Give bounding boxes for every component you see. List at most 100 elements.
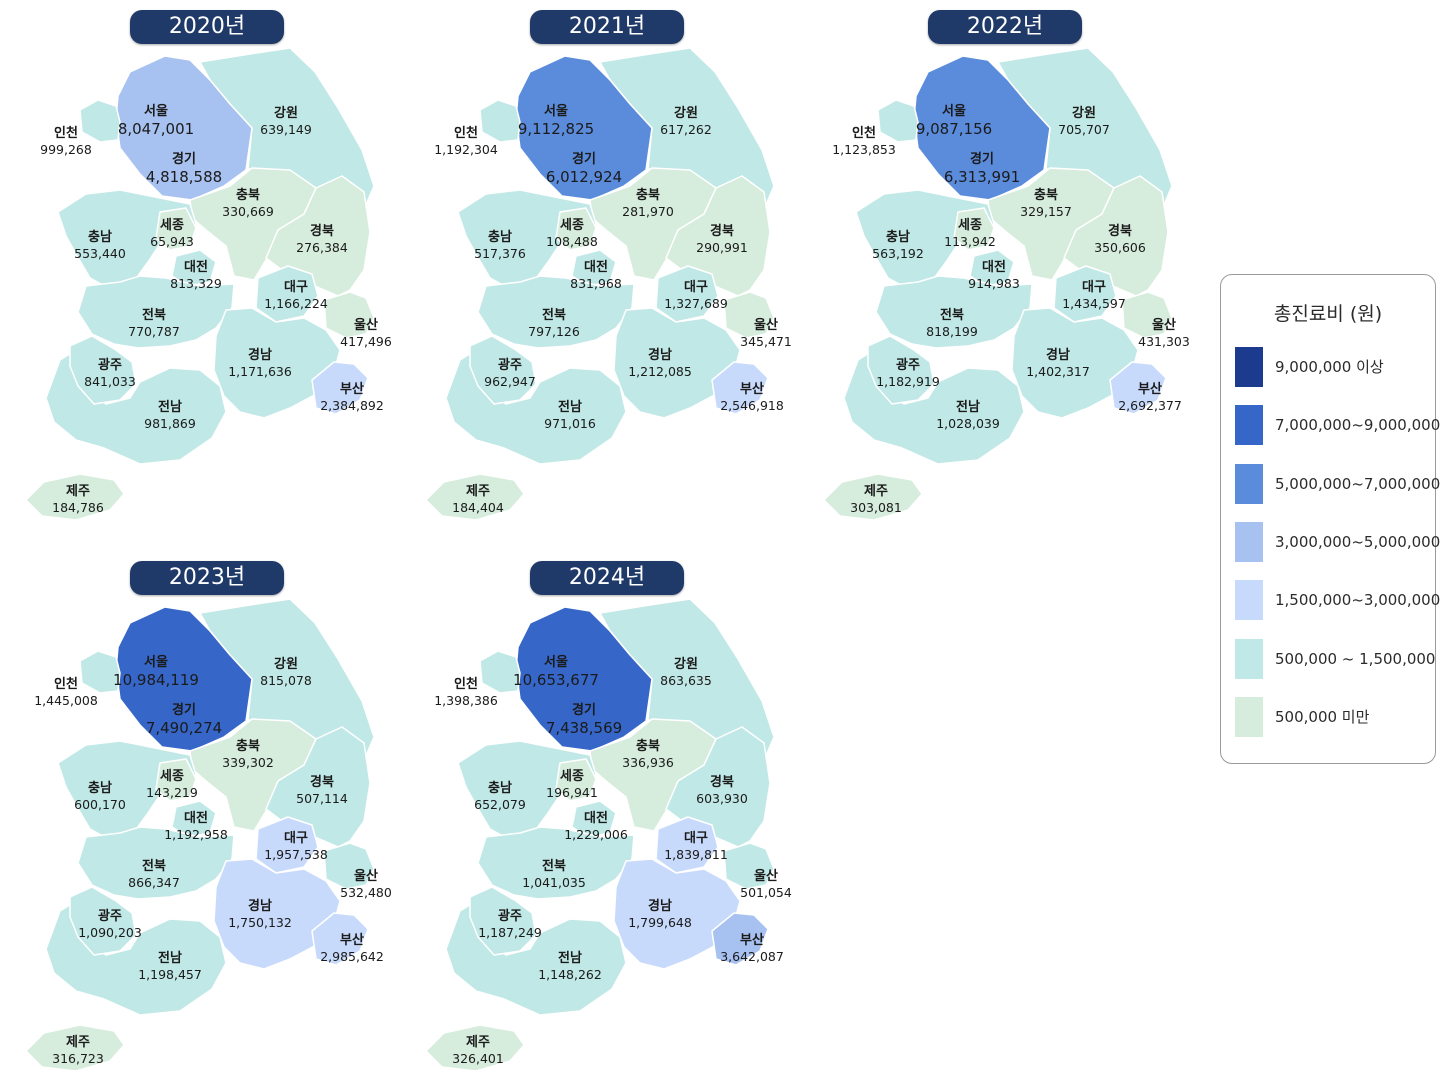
region-value: 1,148,262: [538, 966, 602, 982]
region-label-chungbuk: 충북 330,669: [222, 188, 274, 219]
region-incheon: [79, 650, 121, 694]
region-value: 4,818,588: [145, 167, 223, 186]
region-label-seoul: 서울 9,112,825: [518, 104, 594, 138]
region-jeju: [25, 473, 125, 521]
region-name: 울산: [354, 869, 378, 884]
region-label-chungbuk: 충북 339,302: [222, 739, 274, 770]
region-name: 대구: [284, 831, 308, 846]
map-panel-2: 2022년 인천 1,123,853 서울 9,087,156 경기 6,313,991 강원…: [818, 0, 1190, 530]
region-value: 1,192,304: [434, 141, 498, 157]
region-label-daejeon: 대전 831,968: [570, 260, 622, 291]
region-value: 1,041,035: [522, 874, 586, 890]
region-name: 경기: [572, 152, 596, 167]
region-label-gyeongbuk: 경북 603,930: [696, 775, 748, 806]
region-jeonbuk: [875, 275, 1033, 349]
region-name: 제주: [66, 484, 90, 499]
region-name: 부산: [740, 933, 764, 948]
region-sejong: [155, 758, 197, 802]
region-name: 충북: [236, 739, 260, 754]
region-busan: [1109, 361, 1167, 415]
region-name: 대전: [584, 811, 608, 826]
region-name: 충북: [636, 739, 660, 754]
region-incheon: [79, 99, 121, 143]
region-name: 전남: [158, 400, 182, 415]
region-name: 대구: [684, 831, 708, 846]
region-label-chungbuk: 충북 281,970: [622, 188, 674, 219]
region-value: 797,126: [528, 323, 580, 339]
region-label-daegu: 대구 1,434,597: [1062, 280, 1126, 311]
region-name: 강원: [1072, 106, 1096, 121]
region-value: 501,054: [740, 884, 792, 900]
region-value: 831,968: [570, 275, 622, 291]
region-value: 517,376: [474, 245, 526, 261]
map-panel-3: 2023년 인천 1,445,008 서울 10,984,119 경기 7,490,274 강…: [20, 551, 392, 1081]
region-label-daejeon: 대전 1,229,006: [564, 811, 628, 842]
region-name: 세종: [958, 218, 982, 233]
region-value: 962,947: [484, 373, 536, 389]
region-name: 전남: [956, 400, 980, 415]
region-daejeon: [571, 249, 617, 287]
region-value: 417,496: [340, 333, 392, 349]
region-name: 서울: [544, 655, 568, 670]
region-name: 대전: [184, 260, 208, 275]
korea-map: [25, 47, 375, 521]
region-daejeon: [171, 249, 217, 287]
region-value: 1,212,085: [628, 363, 692, 379]
region-name: 경기: [172, 703, 196, 718]
region-value: 2,692,377: [1118, 397, 1182, 413]
region-name: 경북: [710, 775, 734, 790]
region-gyeonggi: [115, 606, 253, 752]
region-label-gwangju: 광주 841,033: [84, 358, 136, 389]
region-name: 광주: [896, 358, 920, 373]
region-value: 1,229,006: [564, 826, 628, 842]
region-value: 10,984,119: [113, 670, 199, 689]
region-label-gangwon: 강원 617,262: [660, 106, 712, 137]
legend-swatch: [1235, 580, 1263, 621]
region-name: 전북: [542, 308, 566, 323]
region-value: 866,347: [128, 874, 180, 890]
region-name: 부산: [740, 382, 764, 397]
year-badge: 2024년: [530, 561, 684, 595]
legend-item: 3,000,000~5,000,000: [1235, 521, 1440, 562]
region-label-gwangju: 광주 1,182,919: [876, 358, 940, 389]
region-value: 276,384: [296, 239, 348, 255]
region-busan: [711, 361, 769, 415]
region-name: 울산: [1152, 318, 1176, 333]
region-value: 1,192,958: [164, 826, 228, 842]
region-label-jeonnam: 전남 971,016: [544, 400, 596, 431]
region-busan: [711, 912, 769, 966]
region-value: 1,198,457: [138, 966, 202, 982]
region-label-sejong: 세종 143,219: [146, 769, 198, 800]
region-label-sejong: 세종 113,942: [944, 218, 996, 249]
legend-swatch: [1235, 463, 1263, 504]
region-label-chungbuk: 충북 329,157: [1020, 188, 1072, 219]
region-label-daejeon: 대전 914,983: [968, 260, 1020, 291]
region-value: 1,187,249: [478, 924, 542, 940]
region-value: 507,114: [296, 790, 348, 806]
region-label-daegu: 대구 1,166,224: [264, 280, 328, 311]
region-value: 639,149: [260, 121, 312, 137]
region-name: 충남: [488, 230, 512, 245]
region-name: 광주: [498, 909, 522, 924]
region-gwangju: [867, 335, 935, 405]
region-name: 인천: [454, 126, 478, 141]
region-value: 1,327,689: [664, 295, 728, 311]
region-name: 광주: [98, 358, 122, 373]
region-value: 113,942: [944, 233, 996, 249]
region-name: 세종: [160, 218, 184, 233]
region-name: 울산: [754, 318, 778, 333]
region-name: 제주: [864, 484, 888, 499]
region-label-jeju: 제주 184,404: [452, 484, 504, 515]
region-label-incheon: 인천 1,192,304: [434, 126, 498, 157]
region-jeonbuk: [477, 275, 635, 349]
region-name: 대구: [684, 280, 708, 295]
region-jeonbuk: [477, 826, 635, 900]
region-value: 10,653,677: [513, 670, 599, 689]
legend-item: 9,000,000 이상: [1235, 347, 1431, 387]
region-label-gyeonggi: 경기 4,818,588: [146, 152, 222, 186]
region-name: 경남: [248, 348, 272, 363]
year-badge: 2023년: [130, 561, 284, 595]
region-value: 818,199: [926, 323, 978, 339]
region-value: 1,799,648: [628, 914, 692, 930]
region-ulsan: [323, 842, 375, 890]
